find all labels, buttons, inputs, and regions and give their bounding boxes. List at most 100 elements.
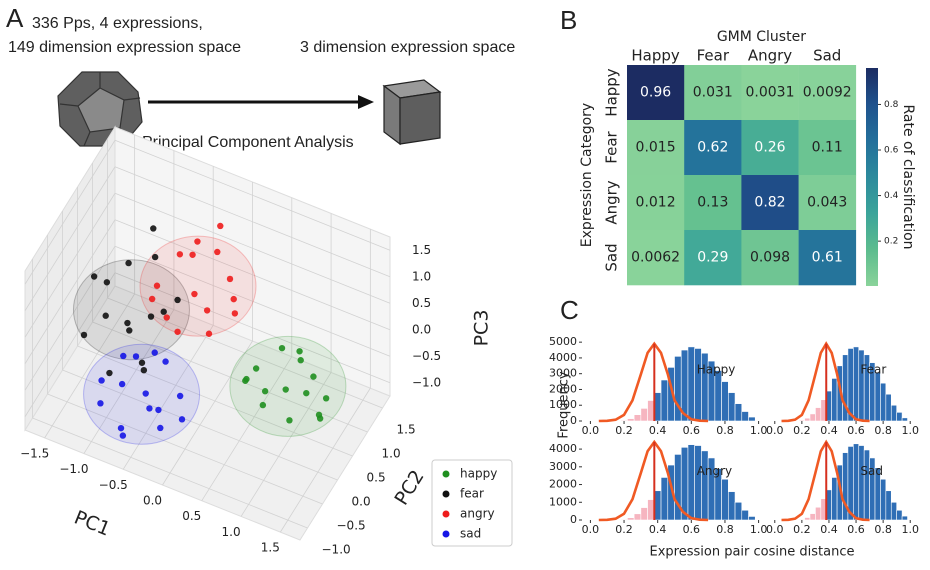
data-point <box>203 307 211 314</box>
data-point <box>282 386 289 393</box>
heatmap-cell <box>741 65 799 121</box>
z-tick-label: 1.0 <box>412 269 431 283</box>
cluster-ellipse <box>72 259 190 361</box>
histogram-bar <box>627 517 635 521</box>
histogram-bar <box>831 477 838 521</box>
data-point <box>157 424 164 432</box>
y-tick-label: 1000 <box>549 398 577 411</box>
histogram-bar <box>620 518 628 521</box>
y-tick-label: −0.5 <box>337 519 366 533</box>
heatmap-cell <box>798 65 857 121</box>
cell-value: 0.015 <box>636 140 676 156</box>
data-point <box>226 275 234 283</box>
x-tick-label: 0.2 <box>615 523 633 536</box>
histogram-bar <box>901 417 908 422</box>
data-point <box>174 296 181 304</box>
data-point <box>286 417 293 424</box>
histogram-bar <box>815 506 822 521</box>
data-point <box>243 375 250 383</box>
histogram-bar <box>741 509 749 521</box>
grid-line <box>280 387 371 533</box>
heatmap-cell <box>684 120 742 176</box>
data-point <box>176 251 184 258</box>
x-tick-label: 1.0 <box>750 424 768 437</box>
histogram-bar <box>815 407 822 422</box>
grid-line <box>62 369 338 481</box>
y-tick-label: 1.0 <box>382 447 401 461</box>
x-tick-label: 0.4 <box>820 424 838 437</box>
histogram-bar <box>647 499 655 521</box>
data-point <box>132 353 140 360</box>
y-tick-label: 5000 <box>549 335 577 348</box>
data-point <box>316 415 324 422</box>
data-point <box>98 377 105 384</box>
x-tick-label: 1.0 <box>750 523 768 536</box>
cell-value: 0.11 <box>812 140 843 156</box>
y-tick-label: 4000 <box>549 442 577 455</box>
histogram-title: Angry <box>697 464 732 478</box>
data-point <box>140 366 148 374</box>
x-tick-label: 0.8 <box>874 424 892 437</box>
data-point <box>90 273 98 280</box>
data-point <box>106 369 113 377</box>
fit-curve <box>598 341 709 423</box>
data-point <box>138 359 146 366</box>
data-point <box>163 314 170 321</box>
cell-value: 0.29 <box>697 250 728 266</box>
column-label: Angry <box>748 47 792 65</box>
histogram-bar <box>620 419 628 422</box>
histogram-bar <box>654 392 662 422</box>
data-point <box>303 389 310 397</box>
data-point <box>261 388 269 395</box>
histogram-bar <box>721 478 729 521</box>
data-point <box>124 319 131 327</box>
z-tick-label: 0.0 <box>412 322 431 336</box>
x-tick-label: 0.8 <box>716 523 734 536</box>
arrow-label: Principal Component Analysis <box>142 134 354 151</box>
histogram-bar <box>863 449 870 521</box>
x-tick-label: 0.2 <box>793 523 811 536</box>
legend-label: happy <box>460 467 497 481</box>
data-point <box>322 395 330 402</box>
histogram-bar <box>831 378 838 422</box>
x-axis-label: Expression pair cosine distance <box>650 545 855 560</box>
grid-line <box>32 417 308 529</box>
grid-line <box>24 219 116 364</box>
histogram-bar <box>714 370 722 422</box>
x-tick-label: 0.5 <box>182 509 201 523</box>
z-tick-label: 1.5 <box>412 243 431 257</box>
y-axis-label: Frequency <box>557 371 572 438</box>
input-text: 149 dimension expression space <box>8 39 241 56</box>
histogram-bar <box>687 444 695 521</box>
data-point <box>214 248 221 256</box>
histogram-bar <box>809 413 816 422</box>
heatmap-cell <box>627 65 685 121</box>
x-tick-label: 0.0 <box>582 523 600 536</box>
cell-value: 0.0092 <box>803 85 852 101</box>
data-point <box>162 358 169 365</box>
histogram-bar <box>694 348 702 422</box>
colorbar-label: Rate of classification <box>900 104 916 249</box>
grid-line <box>47 393 323 505</box>
data-point <box>118 380 126 388</box>
heatmap-cell <box>684 175 742 231</box>
grid-line <box>44 293 135 439</box>
data-point <box>142 390 149 397</box>
panel-label: B <box>560 5 577 35</box>
histogram-bar <box>798 419 805 422</box>
x-tick-label: −1.0 <box>59 462 88 476</box>
x-axis-label: PC1 <box>71 506 113 540</box>
z-tick-label: 0.5 <box>412 296 431 310</box>
heatmap-cell <box>798 120 857 176</box>
data-point <box>176 392 184 400</box>
grid-line <box>114 245 391 357</box>
grid-line <box>24 140 116 285</box>
data-point <box>259 401 267 409</box>
heatmap-cell <box>627 175 685 231</box>
histogram-bar <box>660 477 669 521</box>
data-point <box>120 352 127 360</box>
data-point <box>80 331 88 339</box>
colorbar-tick-label: 0.8 <box>884 100 899 110</box>
data-point <box>151 253 159 261</box>
histogram-bar <box>748 516 756 521</box>
